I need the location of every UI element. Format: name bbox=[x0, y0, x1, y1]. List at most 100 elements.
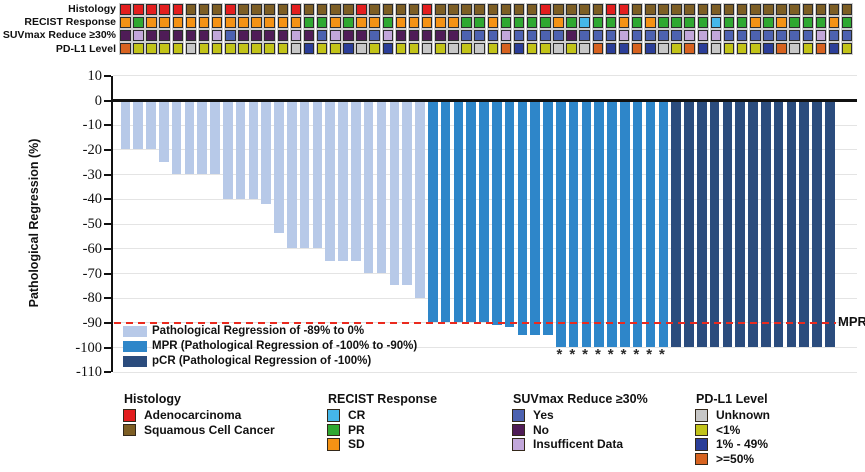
track-square bbox=[710, 43, 722, 55]
waterfall-bar bbox=[402, 101, 412, 286]
track-square bbox=[120, 3, 131, 15]
waterfall-bar bbox=[274, 101, 284, 234]
y-tick-mark bbox=[104, 99, 111, 102]
track-square bbox=[264, 3, 275, 15]
track-square bbox=[553, 3, 564, 15]
track-square bbox=[763, 29, 774, 41]
track-square bbox=[540, 43, 551, 55]
track-square bbox=[776, 3, 787, 15]
track-square bbox=[290, 43, 302, 55]
waterfall-bar bbox=[363, 101, 374, 274]
waterfall-bar bbox=[658, 101, 669, 348]
y-tick-label: -70 bbox=[82, 265, 102, 282]
legend-item-label: 1% - 49% bbox=[716, 437, 769, 452]
track-square bbox=[828, 16, 840, 28]
waterfall-bar bbox=[632, 101, 643, 348]
track-square bbox=[277, 43, 288, 55]
track-square bbox=[671, 16, 682, 28]
waterfall-bar bbox=[504, 101, 515, 328]
track-square bbox=[356, 29, 367, 41]
track-square bbox=[172, 16, 183, 28]
y-tick-mark bbox=[104, 124, 111, 127]
track-square bbox=[172, 3, 183, 15]
track-row-label: Histology bbox=[68, 3, 116, 15]
y-tick-label: 0 bbox=[94, 92, 102, 109]
waterfall-bar bbox=[799, 101, 810, 348]
track-square bbox=[566, 3, 577, 15]
legend-label: pCR (Pathological Regression of -100%) bbox=[152, 354, 372, 367]
waterfall-bar bbox=[620, 101, 630, 348]
track-square bbox=[369, 3, 380, 15]
track-square bbox=[631, 43, 643, 55]
track-square bbox=[238, 29, 249, 41]
track-square bbox=[133, 29, 144, 41]
y-tick-mark bbox=[104, 198, 111, 201]
y-tick-label: -50 bbox=[82, 216, 102, 233]
track-square bbox=[763, 43, 774, 55]
track-square bbox=[500, 29, 512, 41]
track-square bbox=[330, 29, 341, 41]
gridline bbox=[113, 347, 857, 349]
waterfall-bar bbox=[453, 101, 464, 323]
track-square bbox=[303, 16, 315, 28]
track-square bbox=[211, 43, 223, 55]
waterfall-bar bbox=[594, 101, 605, 348]
track-square bbox=[474, 43, 485, 55]
gridline bbox=[113, 75, 857, 77]
track-square bbox=[264, 16, 275, 28]
asterisk-marker: * bbox=[556, 346, 563, 363]
track-square bbox=[461, 16, 472, 28]
track-square bbox=[750, 29, 761, 41]
legend-swatch bbox=[695, 452, 708, 466]
track-square bbox=[316, 16, 328, 28]
track-square bbox=[395, 43, 407, 55]
track-row-label: RECIST Response bbox=[24, 16, 116, 29]
track-square bbox=[658, 3, 669, 15]
legend-swatch bbox=[512, 409, 525, 422]
track-square bbox=[553, 43, 564, 55]
waterfall-bar bbox=[261, 101, 271, 204]
waterfall-bar bbox=[645, 101, 656, 348]
waterfall-bar bbox=[671, 101, 681, 348]
track-square bbox=[723, 29, 735, 41]
track-square bbox=[553, 29, 564, 41]
track-square bbox=[592, 29, 603, 41]
track-square bbox=[251, 16, 262, 28]
track-square bbox=[815, 16, 827, 28]
track-square bbox=[487, 16, 498, 28]
track-square bbox=[172, 29, 183, 41]
waterfall-bar bbox=[415, 101, 425, 298]
waterfall-bar bbox=[543, 101, 553, 335]
track-square bbox=[290, 29, 302, 41]
legend-swatch bbox=[327, 409, 340, 422]
waterfall-bar bbox=[287, 101, 297, 249]
track-square bbox=[343, 29, 354, 41]
asterisk-marker: * bbox=[607, 346, 614, 363]
track-square bbox=[789, 16, 800, 28]
waterfall-bar bbox=[351, 101, 361, 261]
track-square bbox=[238, 16, 249, 28]
track-square bbox=[461, 29, 472, 41]
track-square bbox=[146, 3, 157, 15]
track-square bbox=[815, 29, 827, 41]
legend-swatch bbox=[123, 423, 136, 437]
track-square bbox=[750, 43, 761, 55]
legend-swatch bbox=[695, 409, 708, 422]
track-square bbox=[736, 29, 748, 41]
waterfall-bar bbox=[146, 101, 156, 150]
asterisk-marker: * bbox=[582, 346, 588, 363]
zero-line bbox=[113, 99, 857, 102]
track-square bbox=[120, 29, 131, 41]
y-tick-label: -90 bbox=[82, 314, 102, 331]
track-square bbox=[618, 3, 630, 15]
track-square bbox=[579, 43, 590, 55]
legend-swatch bbox=[123, 341, 147, 352]
track-square bbox=[382, 3, 393, 15]
track-square bbox=[448, 43, 459, 55]
track-square bbox=[343, 3, 354, 15]
legend-item-label: SD bbox=[348, 437, 365, 452]
track-square bbox=[487, 29, 498, 41]
legend-swatch bbox=[512, 438, 525, 451]
legend-item-label: >=50% bbox=[716, 451, 755, 466]
